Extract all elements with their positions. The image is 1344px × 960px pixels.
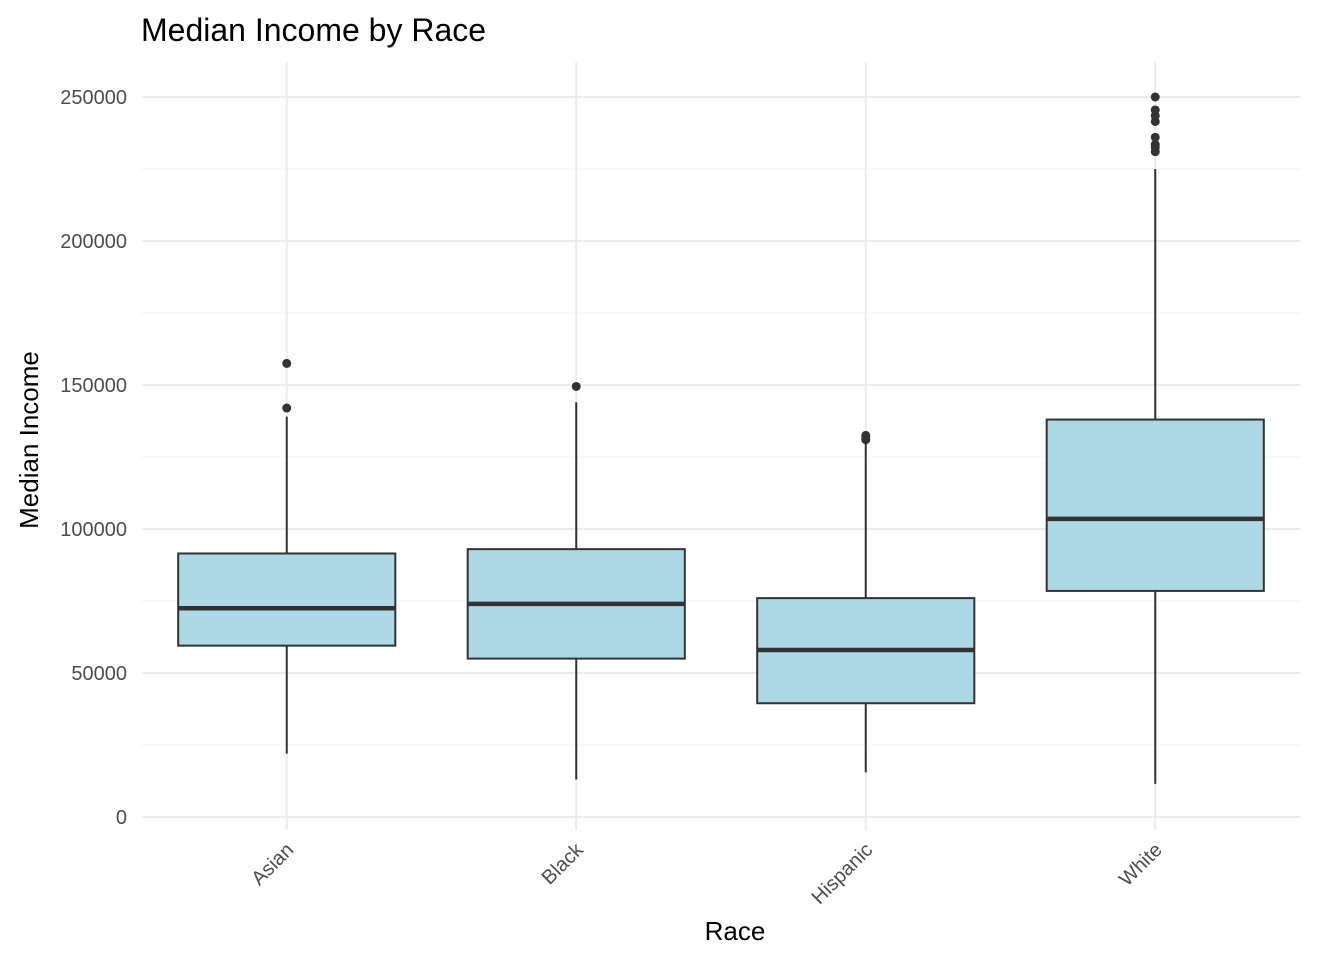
outlier-point	[861, 430, 871, 440]
x-tick-label: Hispanic	[807, 839, 877, 909]
box-white	[1045, 418, 1265, 592]
outlier-point	[1150, 105, 1160, 115]
y-tick-label: 50000	[71, 663, 127, 685]
y-tick-label: 250000	[60, 87, 127, 109]
outlier-point	[1150, 92, 1160, 102]
y-tick-label: 200000	[60, 231, 127, 253]
y-tick-label: 150000	[60, 375, 127, 397]
y-axis-title: Median Income	[14, 351, 44, 529]
box-asian	[177, 552, 397, 647]
x-axis-title: Race	[705, 916, 766, 946]
outlier-point	[282, 358, 292, 368]
y-tick-label: 0	[116, 807, 127, 829]
outlier-point	[282, 403, 292, 413]
axes: 0 50000 100000 150000 200000 250000 Asian Black…	[60, 87, 1167, 909]
x-tick-label: White	[1115, 839, 1167, 891]
chart-title: Median Income by Race	[141, 12, 486, 48]
y-tick-label: 100000	[60, 519, 127, 541]
boxplot-marks	[177, 92, 1265, 784]
outlier-point	[1150, 140, 1160, 150]
outlier-point	[571, 381, 581, 391]
x-tick-label: Black	[538, 838, 589, 889]
outlier-point	[1150, 132, 1160, 142]
x-tick-label: Asian	[247, 839, 298, 890]
